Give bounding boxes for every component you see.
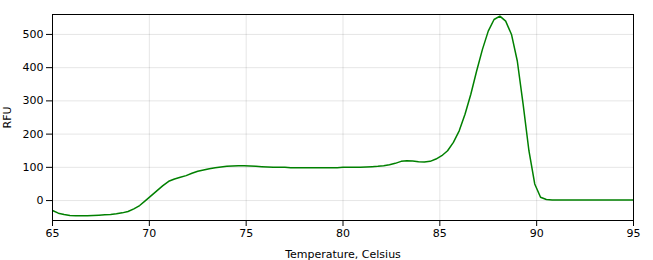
svg-text:65: 65 (46, 227, 60, 240)
svg-text:500: 500 (23, 28, 44, 41)
svg-text:95: 95 (627, 227, 641, 240)
svg-text:75: 75 (239, 227, 253, 240)
svg-text:85: 85 (433, 227, 447, 240)
svg-text:200: 200 (23, 128, 44, 141)
svg-text:80: 80 (336, 227, 350, 240)
svg-text:0: 0 (37, 194, 44, 207)
svg-text:90: 90 (530, 227, 544, 240)
svg-text:RFU: RFU (1, 106, 14, 128)
svg-text:400: 400 (23, 61, 44, 74)
svg-text:70: 70 (142, 227, 156, 240)
svg-text:100: 100 (23, 161, 44, 174)
svg-text:300: 300 (23, 94, 44, 107)
svg-text:Temperature, Celsius: Temperature, Celsius (284, 248, 401, 260)
